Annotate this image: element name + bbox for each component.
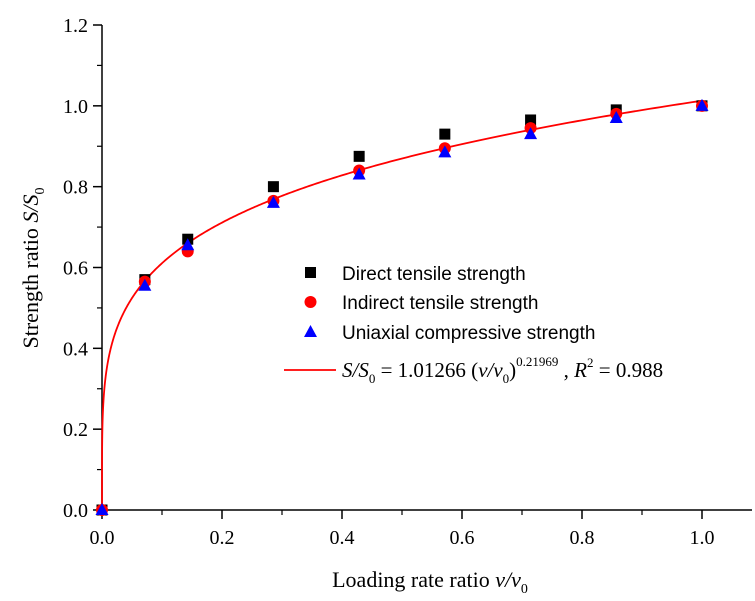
marker-uniaxial-compressive-5 (438, 145, 452, 158)
legend-marker-indirect-tensile (304, 296, 317, 308)
marker-uniaxial-compressive-1 (138, 278, 152, 291)
marker-direct-tensile-3 (267, 181, 279, 193)
x-ticks: 0.0 0.2 0.4 0.6 0.8 1.0 (90, 510, 715, 549)
x-tick-label-2: 0.4 (330, 527, 355, 549)
y-tick-label-5: 1.0 (63, 96, 88, 118)
y-ticks: 0.0 0.2 0.4 0.6 0.8 1.0 1.2 (63, 15, 102, 522)
y-tick-label-2: 0.4 (63, 338, 88, 360)
y-tick-label-6: 1.2 (63, 15, 88, 37)
marker-uniaxial-compressive-8 (695, 98, 709, 111)
marker-uniaxial-compressive-6 (524, 127, 538, 140)
fit-curve (101, 99, 703, 510)
marker-uniaxial-compressive-0 (95, 503, 109, 515)
y-tick-label-3: 0.6 (63, 258, 88, 280)
y-axis-title: Strength ratio S/S0 (18, 188, 48, 349)
x-tick-label-3: 0.6 (450, 527, 475, 549)
legend-label-indirect-tensile: Indirect tensile strength (342, 293, 538, 314)
marker-uniaxial-compressive-7 (609, 110, 623, 123)
marker-uniaxial-compressive-3 (266, 195, 280, 208)
marker-uniaxial-compressive-2 (181, 238, 195, 251)
x-tick-label-1: 0.2 (210, 527, 235, 549)
marker-uniaxial-compressive-4 (352, 167, 366, 180)
legend-label-uniaxial-compressive: Uniaxial compressive strength (342, 323, 595, 344)
legend: Direct tensile strength Indirect tensile… (284, 264, 663, 386)
x-axis-title: Loading rate ratio v/v0 (332, 567, 528, 597)
x-tick-label-0: 0.0 (90, 527, 115, 549)
y-tick-label-0: 0.0 (63, 500, 88, 522)
y-tick-label-1: 0.2 (63, 419, 88, 441)
marker-direct-tensile-4 (353, 150, 365, 162)
marker-direct-tensile-6 (525, 114, 537, 126)
data-markers (95, 98, 709, 516)
y-tick-label-4: 0.8 (63, 177, 88, 199)
legend-marker-direct-tensile (305, 267, 316, 278)
x-tick-label-4: 0.8 (570, 527, 595, 549)
legend-marker-uniaxial-compressive (304, 325, 317, 337)
legend-label-fit: S/S0 = 1.01266 (v/v0)0.21969 , R2 = 0.98… (342, 354, 663, 386)
marker-direct-tensile-5 (439, 128, 451, 140)
legend-label-direct-tensile: Direct tensile strength (342, 264, 526, 285)
x-tick-label-5: 1.0 (690, 527, 715, 549)
